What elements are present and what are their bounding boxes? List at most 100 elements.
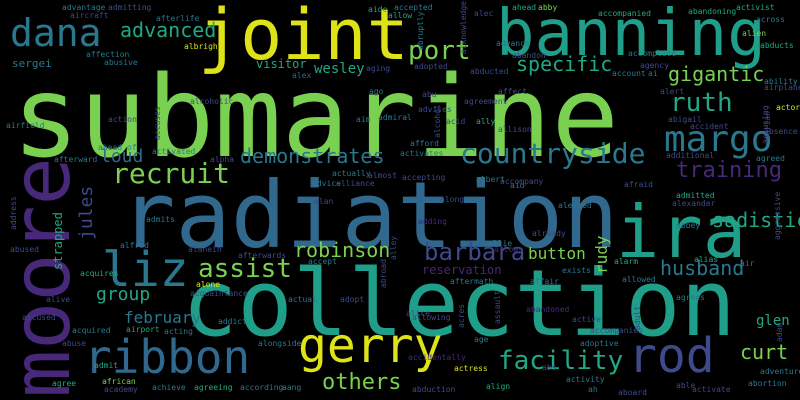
cloud-word: accompanies bbox=[590, 326, 643, 335]
cloud-word: additional bbox=[666, 151, 715, 160]
cloud-word: agreed bbox=[756, 154, 785, 163]
cloud-word: abandon bbox=[512, 51, 546, 60]
cloud-word: action bbox=[108, 115, 137, 124]
cloud-word: actor bbox=[776, 103, 800, 112]
cloud-word: robinson bbox=[294, 238, 391, 262]
cloud-word: alan bbox=[314, 197, 334, 206]
cloud-word: alarm bbox=[614, 257, 639, 266]
cloud-word: accepted bbox=[394, 3, 433, 12]
cloud-word: accepting bbox=[402, 173, 446, 182]
cloud-word: alliance bbox=[336, 179, 375, 188]
cloud-word: accident bbox=[690, 122, 729, 131]
cloud-word: jules bbox=[76, 185, 97, 240]
cloud-word: albert bbox=[476, 175, 505, 184]
cloud-word: button bbox=[528, 244, 586, 263]
cloud-word: afterlife bbox=[156, 14, 200, 23]
cloud-word: banning bbox=[496, 0, 766, 71]
cloud-word: abuse bbox=[62, 339, 87, 348]
cloud-word: acid bbox=[446, 117, 466, 126]
cloud-word: sergei bbox=[12, 57, 52, 70]
cloud-word: able bbox=[676, 381, 696, 390]
cloud-word: account bbox=[612, 69, 646, 78]
cloud-word: abandoned bbox=[526, 305, 570, 314]
cloud-word: ribbon bbox=[84, 330, 251, 384]
cloud-word: achieve bbox=[152, 383, 186, 392]
cloud-word: activated bbox=[152, 147, 196, 156]
cloud-word: barbara bbox=[424, 238, 526, 266]
cloud-word: joint bbox=[198, 0, 409, 76]
cloud-word: adopt bbox=[340, 295, 365, 304]
cloud-word: ruth bbox=[670, 88, 733, 118]
cloud-word: exists bbox=[562, 266, 591, 275]
cloud-word: ah bbox=[588, 385, 598, 394]
cloud-word: admit bbox=[94, 361, 119, 370]
cloud-word: agreeing bbox=[194, 383, 233, 392]
cloud-word: abandoning bbox=[688, 7, 737, 16]
cloud-word: alongside bbox=[258, 339, 302, 348]
cloud-word: allow bbox=[388, 11, 413, 20]
cloud-word: admitting bbox=[108, 3, 152, 12]
cloud-word: air bbox=[740, 259, 755, 268]
cloud-word: abby bbox=[538, 3, 558, 12]
cloud-word: abducts bbox=[760, 41, 794, 50]
cloud-word: activates bbox=[400, 149, 444, 158]
cloud-word: alias bbox=[694, 255, 719, 264]
cloud-word: alone bbox=[196, 280, 221, 289]
cloud-word: adding bbox=[418, 217, 447, 226]
cloud-word: accompany bbox=[500, 177, 544, 186]
cloud-word: alice bbox=[406, 309, 431, 318]
cloud-word: recruit bbox=[112, 157, 231, 190]
cloud-word: facility bbox=[498, 346, 624, 376]
cloud-word: abduction bbox=[412, 385, 456, 394]
cloud-word: aang bbox=[282, 383, 302, 392]
cloud-word: abs bbox=[542, 363, 557, 372]
cloud-word: acting bbox=[164, 327, 193, 336]
cloud-word: adoptive bbox=[580, 339, 619, 348]
cloud-word: advanced bbox=[120, 18, 217, 42]
cloud-word: afford bbox=[410, 139, 439, 148]
cloud-word: acknowledges bbox=[459, 0, 468, 54]
cloud-word: aging bbox=[366, 64, 391, 73]
cloud-word: alert bbox=[660, 87, 685, 96]
cloud-word: submarine bbox=[12, 53, 619, 183]
cloud-word: margo bbox=[664, 119, 773, 160]
cloud-word: affection bbox=[86, 50, 130, 59]
cloud-word: february bbox=[124, 308, 202, 327]
cloud-word: accompanied bbox=[598, 9, 651, 18]
cloud-word: admits bbox=[146, 215, 175, 224]
cloud-word: academy bbox=[104, 385, 138, 394]
cloud-word: abruptly bbox=[416, 11, 425, 50]
cloud-word: abigail bbox=[668, 115, 702, 124]
cloud-word: airfield bbox=[6, 121, 45, 130]
cloud-word: already bbox=[532, 229, 566, 238]
cloud-word: advises bbox=[418, 105, 452, 114]
cloud-word: husband bbox=[660, 256, 745, 280]
cloud-word: alien bbox=[742, 29, 767, 38]
cloud-word: liz bbox=[102, 242, 189, 298]
cloud-word: dana bbox=[10, 11, 102, 55]
cloud-word: albright bbox=[184, 42, 223, 51]
cloud-word: activist bbox=[736, 3, 775, 12]
cloud-word: visitor bbox=[256, 57, 307, 71]
cloud-word: abused bbox=[10, 245, 39, 254]
cloud-word: aftermath bbox=[450, 277, 494, 286]
cloud-word: alerted bbox=[558, 201, 592, 210]
cloud-word: alfred bbox=[120, 241, 149, 250]
cloud-word: gerry bbox=[298, 318, 443, 374]
cloud-word: ai bbox=[648, 69, 658, 78]
cloud-word: alive bbox=[46, 295, 71, 304]
cloud-word: agency bbox=[640, 61, 669, 70]
cloud-word: accused bbox=[22, 313, 56, 322]
cloud-word: along bbox=[440, 195, 465, 204]
cloud-word: active bbox=[572, 315, 601, 324]
cloud-word: afterward bbox=[54, 155, 98, 164]
cloud-word: alpha bbox=[210, 155, 235, 164]
cloud-word: acquired bbox=[72, 326, 111, 335]
cloud-word: agrees bbox=[676, 293, 705, 302]
cloud-word: afterwards bbox=[238, 251, 287, 260]
cloud-word: adam bbox=[775, 322, 784, 342]
cloud-word: collection bbox=[182, 250, 736, 357]
cloud-word: abortion bbox=[748, 379, 787, 388]
cloud-word: aim bbox=[356, 115, 371, 124]
